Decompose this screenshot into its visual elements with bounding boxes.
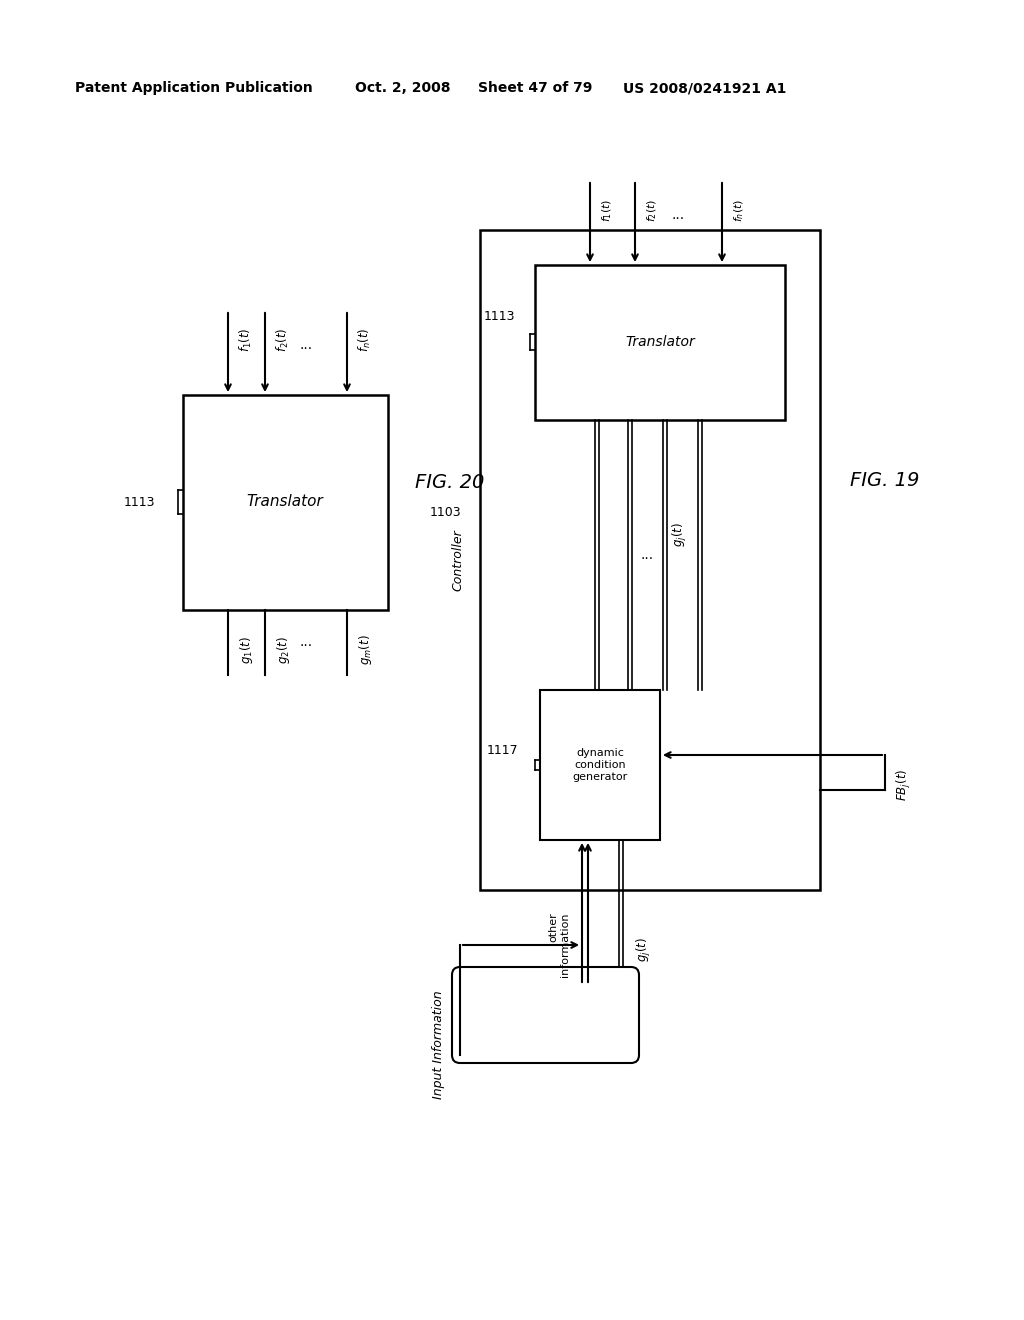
Text: 1117: 1117 (486, 743, 518, 756)
Text: $g_m(t)$: $g_m(t)$ (357, 635, 374, 665)
Text: dynamic
condition
generator: dynamic condition generator (572, 748, 628, 781)
Bar (480, 230, 820, 890)
Text: Sheet 47 of 79: Sheet 47 of 79 (478, 81, 592, 95)
Text: ...: ... (299, 338, 312, 352)
Text: 1103: 1103 (430, 506, 462, 519)
Text: 1113: 1113 (483, 310, 515, 323)
Text: Oct. 2, 2008: Oct. 2, 2008 (355, 81, 451, 95)
Text: $f_n(t)$: $f_n(t)$ (357, 327, 373, 352)
Text: Controller: Controller (452, 529, 465, 591)
Text: $FB_j(t)$: $FB_j(t)$ (895, 768, 913, 801)
Text: $f_1(t)$: $f_1(t)$ (238, 327, 254, 352)
Text: Translator: Translator (625, 335, 695, 348)
Text: $g_j(t)$: $g_j(t)$ (671, 523, 689, 548)
Text: $f_2(t)$: $f_2(t)$ (645, 198, 658, 222)
Text: $f_1(t)$: $f_1(t)$ (600, 198, 613, 222)
Text: $f_n(t)$: $f_n(t)$ (732, 198, 745, 222)
Text: $g_1(t)$: $g_1(t)$ (238, 636, 255, 664)
Text: Input Information: Input Information (432, 991, 445, 1100)
Text: FIG. 20: FIG. 20 (415, 473, 484, 491)
FancyBboxPatch shape (452, 968, 639, 1063)
Text: Translator: Translator (247, 495, 324, 510)
Text: ...: ... (640, 548, 653, 562)
Bar (540, 690, 660, 840)
Text: FIG. 19: FIG. 19 (850, 470, 920, 490)
Text: 1113: 1113 (124, 495, 155, 508)
Text: $f_2(t)$: $f_2(t)$ (275, 327, 291, 352)
Text: $g_2(t)$: $g_2(t)$ (275, 636, 292, 664)
Text: $g_j(t)$: $g_j(t)$ (635, 937, 653, 962)
Text: Patent Application Publication: Patent Application Publication (75, 81, 312, 95)
Bar (535, 265, 785, 420)
Text: ...: ... (672, 209, 685, 222)
Text: US 2008/0241921 A1: US 2008/0241921 A1 (623, 81, 786, 95)
Text: other
information: other information (549, 912, 570, 977)
Text: ...: ... (299, 635, 312, 649)
Bar (183, 395, 388, 610)
